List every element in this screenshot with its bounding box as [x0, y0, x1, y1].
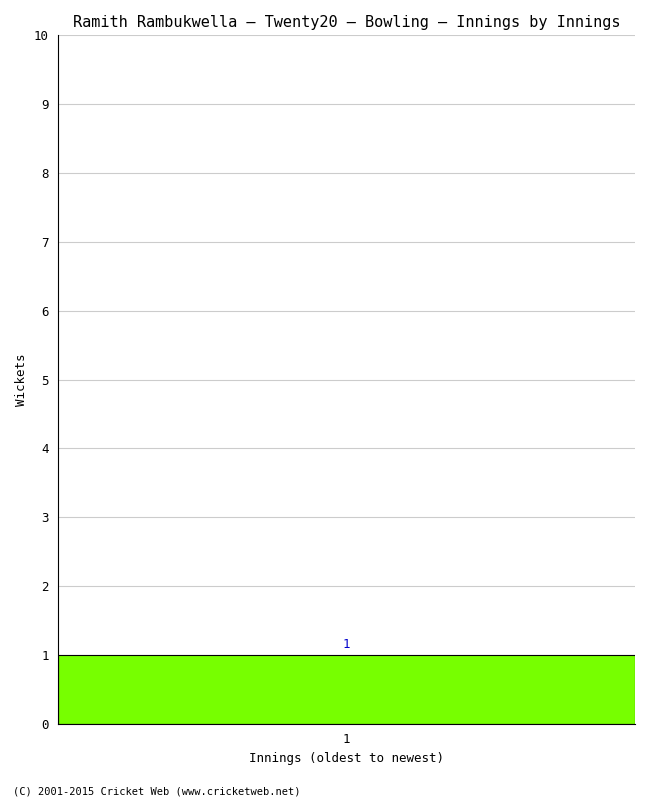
- Text: 1: 1: [343, 638, 350, 651]
- Y-axis label: Wickets: Wickets: [15, 354, 28, 406]
- X-axis label: Innings (oldest to newest): Innings (oldest to newest): [249, 752, 444, 765]
- Text: (C) 2001-2015 Cricket Web (www.cricketweb.net): (C) 2001-2015 Cricket Web (www.cricketwe…: [13, 786, 300, 796]
- Bar: [58, 655, 635, 724]
- Title: Ramith Rambukwella – Twenty20 – Bowling – Innings by Innings: Ramith Rambukwella – Twenty20 – Bowling …: [73, 15, 620, 30]
